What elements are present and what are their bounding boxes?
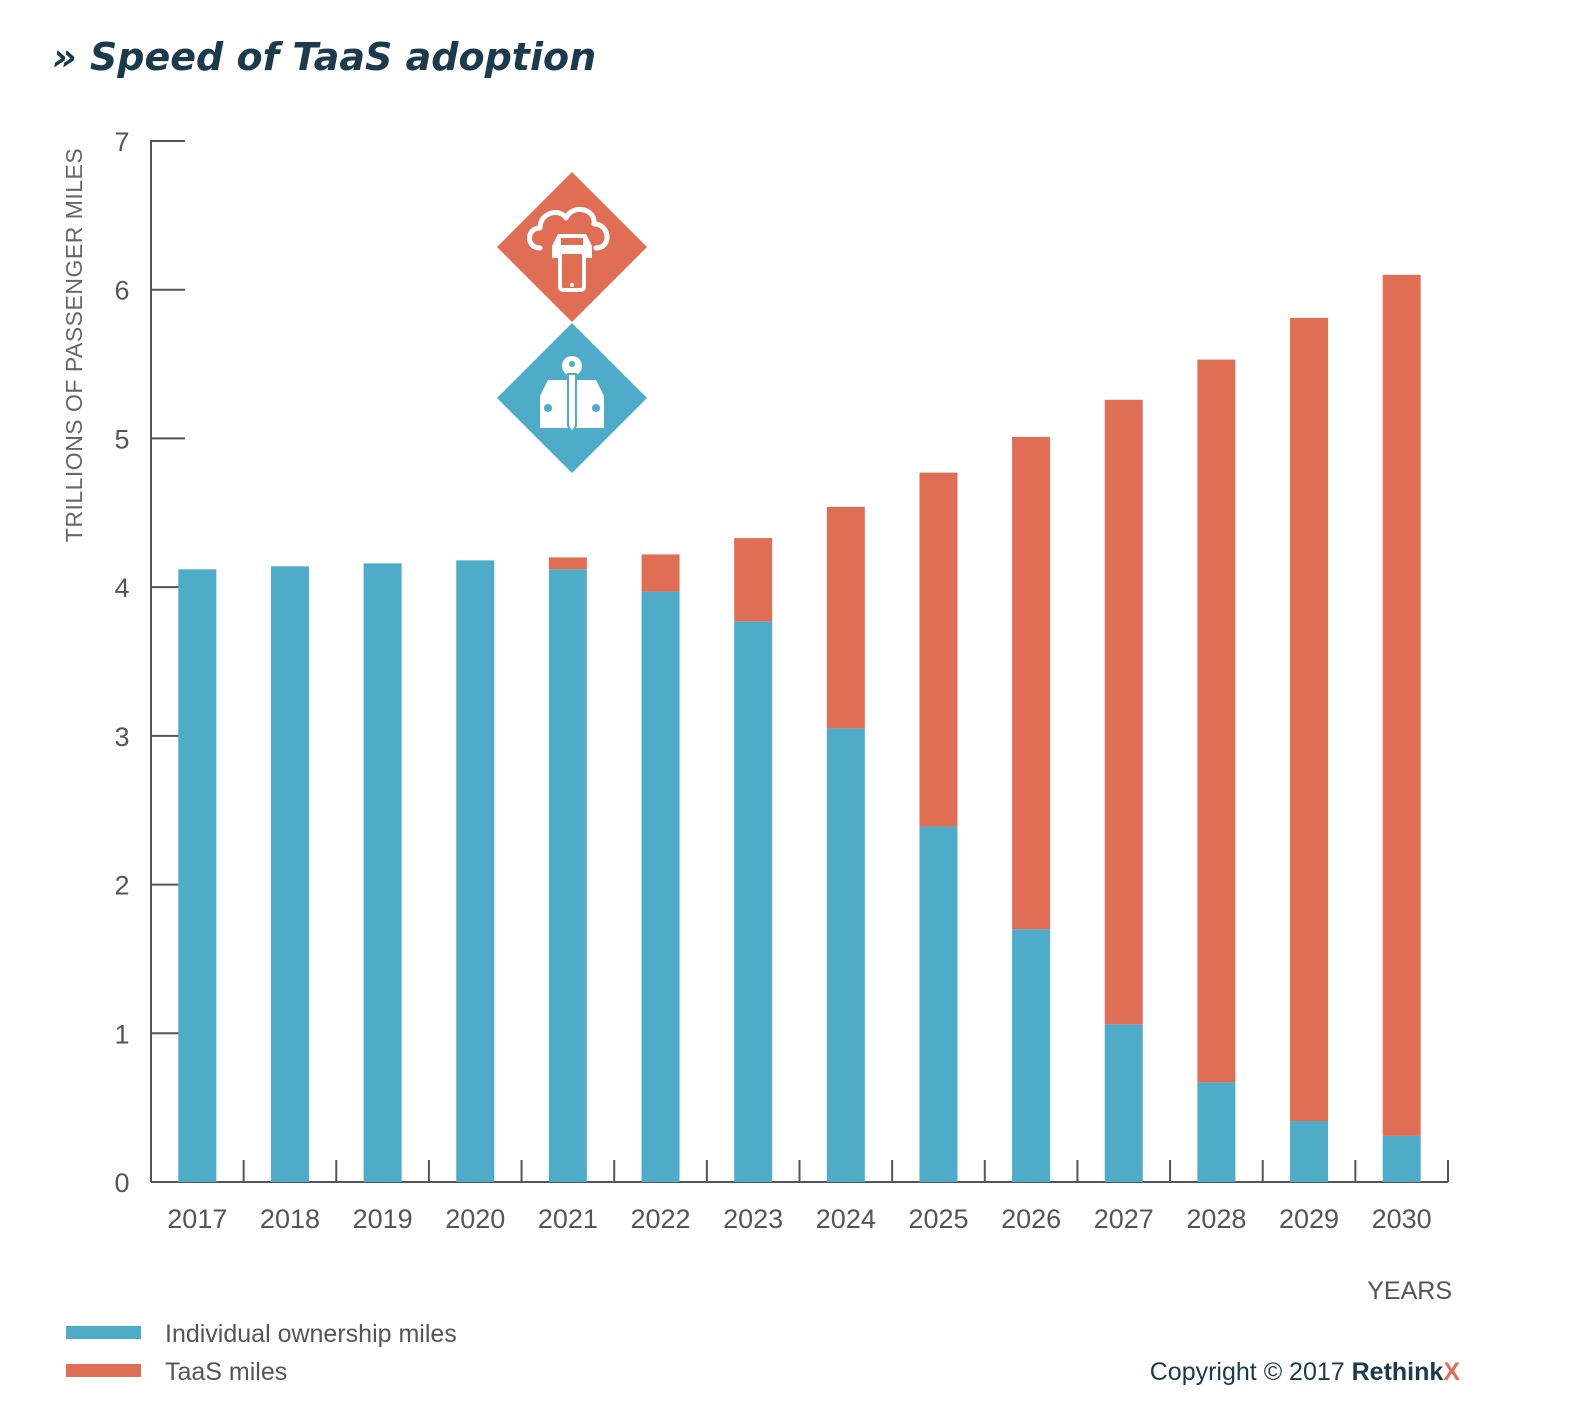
x-tick-label: 2018 xyxy=(260,1204,320,1234)
bar-individual-2019 xyxy=(363,563,402,1182)
bar-taas-2026 xyxy=(1012,436,1051,930)
x-tick-label: 2019 xyxy=(353,1204,413,1234)
x-tick-label: 2026 xyxy=(1001,1204,1061,1234)
axes xyxy=(150,140,1449,1183)
x-tick-label: 2024 xyxy=(816,1204,876,1234)
x-tick-label: 2030 xyxy=(1372,1204,1432,1234)
bar-taas-2024 xyxy=(826,506,865,729)
y-tick-label: 6 xyxy=(114,276,129,306)
bar-taas-2022 xyxy=(641,554,680,592)
bar-individual-2026 xyxy=(1012,929,1051,1182)
bar-taas-2023 xyxy=(734,538,773,622)
bar-individual-2018 xyxy=(270,566,309,1182)
bar-taas-2021 xyxy=(548,557,587,570)
bar-taas-2028 xyxy=(1197,359,1236,1083)
x-axis-label: YEARS xyxy=(1367,1277,1452,1305)
y-tick-label: 3 xyxy=(114,722,129,752)
y-tick-label: 0 xyxy=(114,1168,129,1198)
legend: Individual ownership miles TaaS miles xyxy=(66,1320,457,1386)
bar-individual-2022 xyxy=(641,591,680,1182)
taas-cloud-car-phone-icon xyxy=(497,172,647,322)
bar-individual-2021 xyxy=(548,569,587,1182)
bar-individual-2017 xyxy=(178,569,217,1182)
bars xyxy=(178,274,1421,1182)
bar-taas-2027 xyxy=(1104,399,1143,1025)
x-tick-label: 2029 xyxy=(1279,1204,1339,1234)
copyright-brand-x: X xyxy=(1443,1358,1460,1386)
y-tick-label: 5 xyxy=(114,424,129,454)
x-tick-label: 2028 xyxy=(1186,1204,1246,1234)
x-tick-label: 2027 xyxy=(1094,1204,1154,1234)
y-tick-label: 1 xyxy=(114,1019,129,1049)
x-tick-label: 2017 xyxy=(167,1204,227,1234)
legend-swatch-individual xyxy=(66,1326,141,1339)
x-tick-label: 2025 xyxy=(908,1204,968,1234)
car-ownership-key-icon xyxy=(497,323,647,473)
bar-taas-2025 xyxy=(919,472,958,827)
chart-title: » Speed of TaaS adoption xyxy=(52,35,596,79)
bar-individual-2028 xyxy=(1197,1082,1236,1182)
copyright-brand: Rethink xyxy=(1352,1358,1444,1386)
bar-individual-2029 xyxy=(1290,1121,1329,1182)
y-axis-label: TRILLIONS OF PASSENGER MILES xyxy=(61,148,87,542)
bar-taas-2029 xyxy=(1290,317,1329,1122)
x-tick-labels: 2017 2018 2019 2020 2021 2022 2023 2024 2025 2026… xyxy=(167,1204,1431,1234)
legend-swatch-taas xyxy=(66,1364,141,1377)
bar-individual-2030 xyxy=(1382,1135,1421,1182)
x-tick-label: 2022 xyxy=(630,1204,690,1234)
y-tick-label: 7 xyxy=(114,127,129,157)
bar-individual-2025 xyxy=(919,826,958,1182)
legend-label-taas: TaaS miles xyxy=(165,1358,287,1386)
bar-taas-2030 xyxy=(1382,274,1421,1136)
y-tick-label: 2 xyxy=(114,871,129,901)
bar-individual-2027 xyxy=(1104,1024,1143,1182)
x-tick-label: 2021 xyxy=(538,1204,598,1234)
y-tick-label: 4 xyxy=(114,573,129,603)
x-tick-label: 2020 xyxy=(445,1204,505,1234)
x-tick-label: 2023 xyxy=(723,1204,783,1234)
bar-individual-2024 xyxy=(826,728,865,1182)
y-tick-labels: 0 1 2 3 4 5 6 7 xyxy=(114,127,129,1198)
legend-label-individual: Individual ownership miles xyxy=(165,1320,457,1348)
copyright: Copyright © 2017 RethinkX xyxy=(1150,1358,1461,1386)
copyright-prefix: Copyright © 2017 xyxy=(1150,1358,1352,1386)
bar-individual-2023 xyxy=(734,621,773,1182)
bar-individual-2020 xyxy=(456,560,495,1182)
